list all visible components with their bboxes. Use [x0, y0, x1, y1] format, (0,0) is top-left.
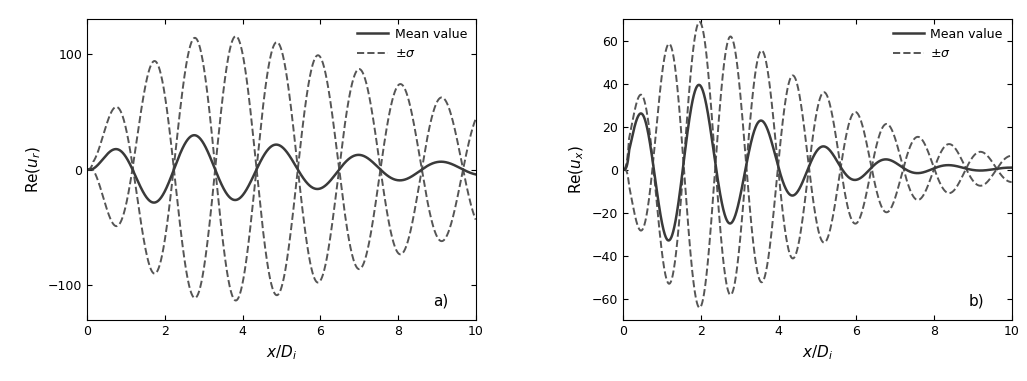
Legend: Mean value, $\pm\sigma$: Mean value, $\pm\sigma$ [888, 23, 1007, 65]
$\pm\sigma$ [617, 167, 630, 172]
$\pm\sigma$ [189, 35, 201, 40]
Mean value [994, 166, 1006, 171]
$\pm\sigma$ [459, 175, 471, 180]
Legend: Mean value, $\pm\sigma$: Mean value, $\pm\sigma$ [352, 23, 471, 65]
Mean value [1005, 165, 1018, 170]
$\pm\sigma$ [260, 79, 272, 84]
$\pm\sigma$ [469, 217, 482, 222]
Mean value [101, 152, 113, 157]
$\pm\sigma$ [806, 137, 819, 142]
Mean value [923, 168, 936, 173]
$\pm\sigma$ [693, 20, 706, 24]
Line: Mean value: Mean value [87, 135, 476, 203]
Line: Mean value: Mean value [623, 85, 1012, 240]
Y-axis label: $\mathrm{Re}(u_x)$: $\mathrm{Re}(u_x)$ [568, 145, 586, 194]
Mean value [459, 168, 471, 173]
$\pm\sigma$ [458, 174, 470, 179]
$\pm\sigma$ [724, 293, 736, 297]
Text: b): b) [968, 293, 985, 308]
Mean value [148, 200, 160, 205]
$\pm\sigma$ [270, 40, 282, 45]
Mean value [81, 167, 93, 172]
Mean value [458, 168, 470, 173]
$\pm\sigma$ [387, 240, 400, 245]
Mean value [693, 83, 706, 87]
Mean value [387, 177, 400, 181]
X-axis label: $x/D_i$: $x/D_i$ [266, 343, 297, 362]
$\pm\sigma$ [637, 94, 649, 99]
Line: $\pm\sigma$: $\pm\sigma$ [623, 22, 1012, 295]
$\pm\sigma$ [923, 179, 936, 184]
Mean value [188, 133, 200, 138]
$\pm\sigma$ [1005, 154, 1018, 158]
Mean value [270, 142, 282, 147]
Mean value [796, 181, 808, 185]
$\pm\sigma$ [994, 161, 1006, 166]
Mean value [260, 149, 272, 154]
Mean value [662, 238, 675, 243]
Mean value [637, 113, 649, 117]
Line: $\pm\sigma$: $\pm\sigma$ [87, 38, 476, 301]
$\pm\sigma$ [796, 219, 808, 224]
Mean value [469, 172, 482, 177]
$\pm\sigma$ [101, 120, 113, 125]
Mean value [806, 156, 819, 161]
Mean value [617, 167, 630, 172]
Y-axis label: $\mathrm{Re}(u_r)$: $\mathrm{Re}(u_r)$ [24, 146, 42, 193]
$\pm\sigma$ [81, 167, 93, 172]
Text: a): a) [433, 293, 449, 308]
$\pm\sigma$ [994, 161, 1006, 166]
Mean value [994, 166, 1006, 171]
$\pm\sigma$ [230, 298, 242, 303]
X-axis label: $x/D_i$: $x/D_i$ [802, 343, 833, 362]
